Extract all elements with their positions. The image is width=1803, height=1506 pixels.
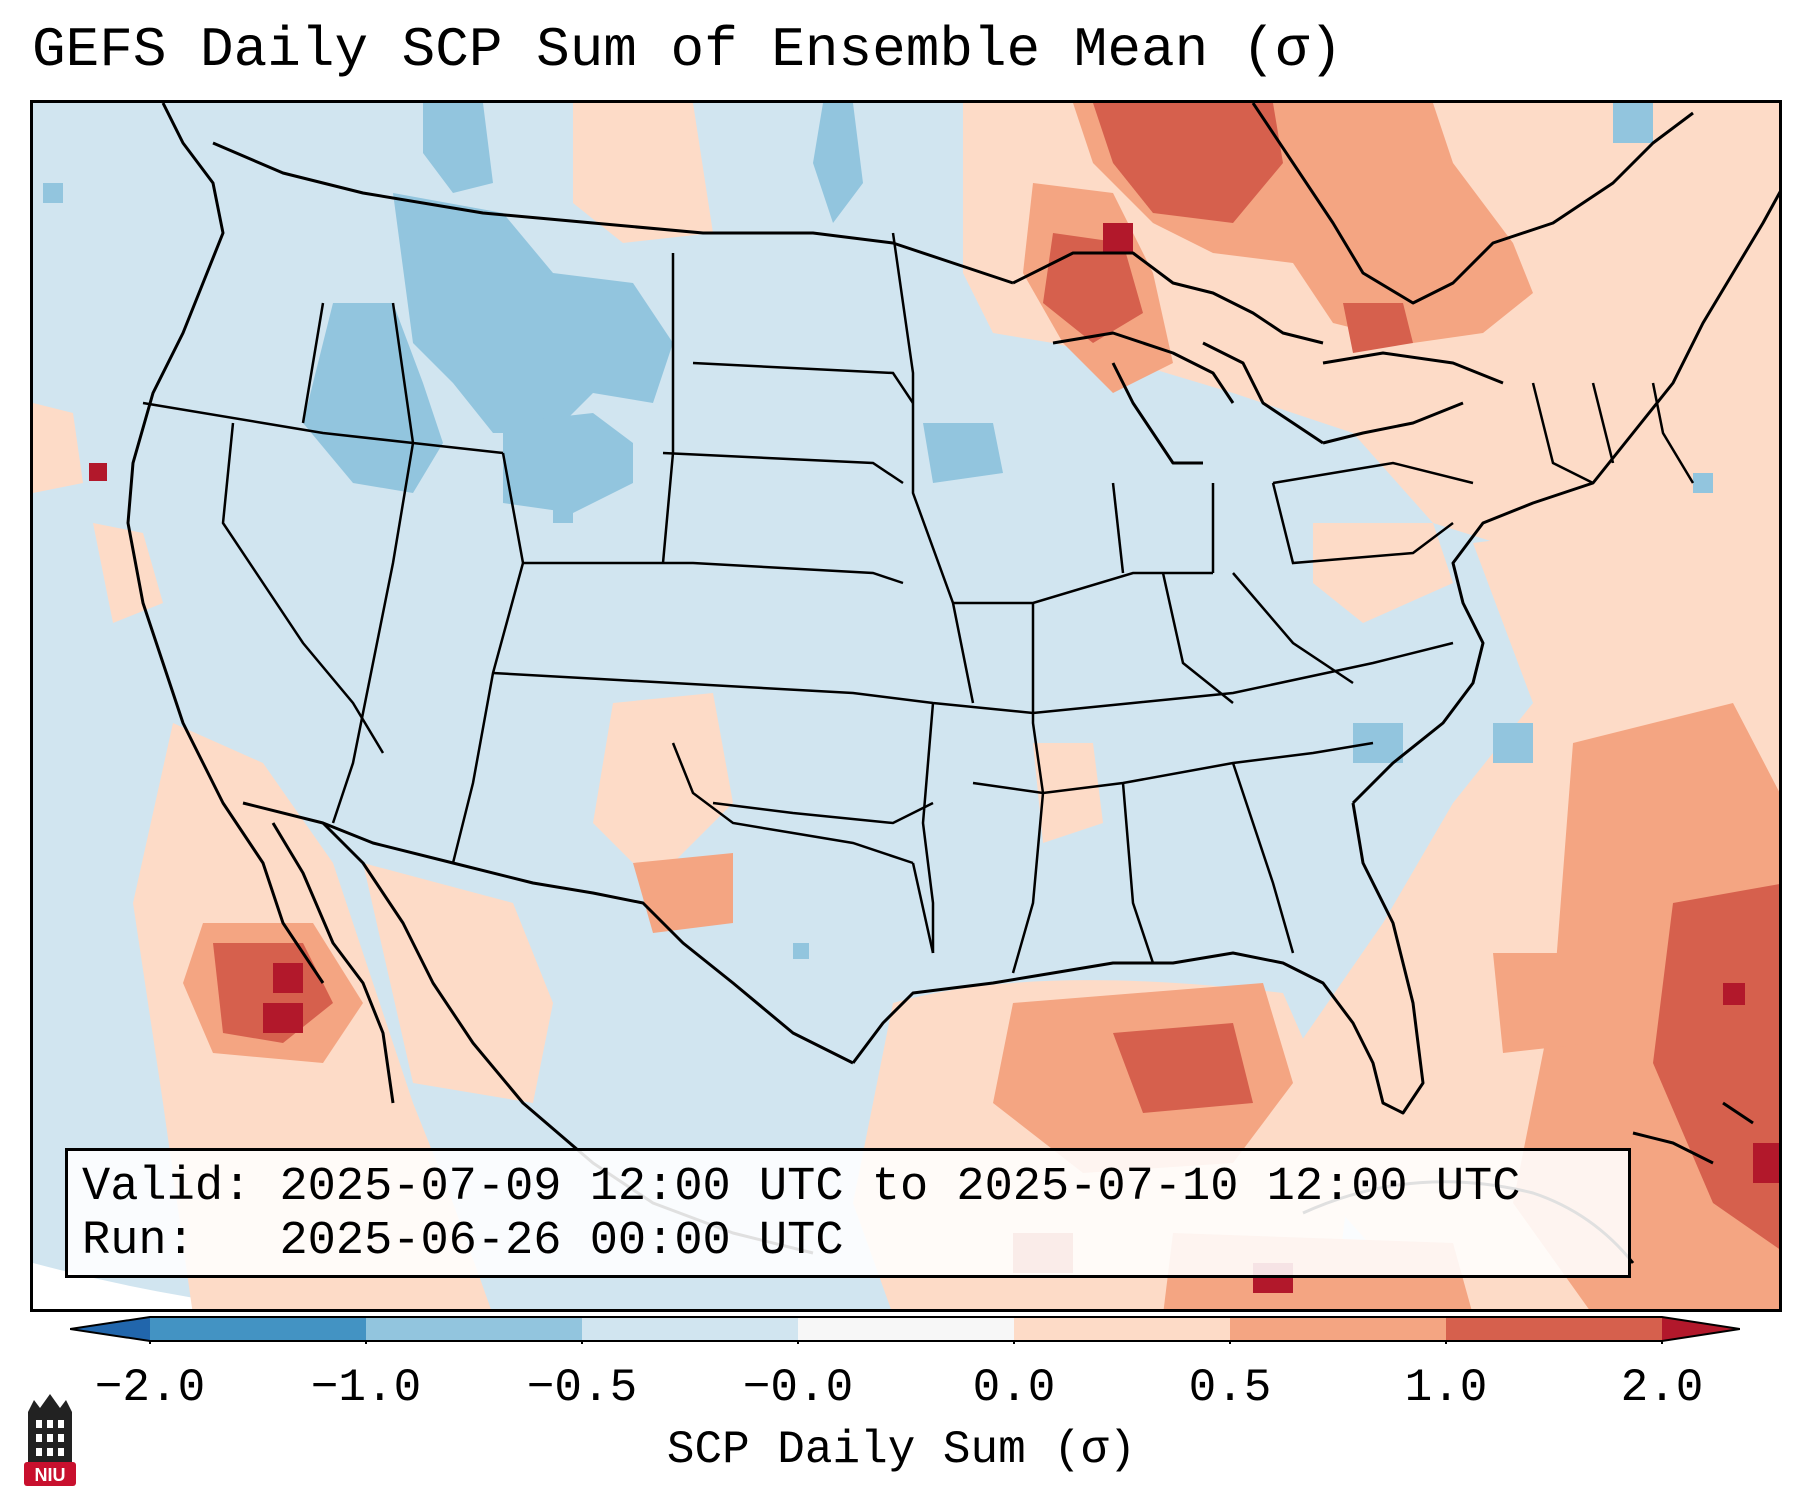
- colorbar-tick-label: 2.0: [1620, 1362, 1704, 1414]
- valid-run-info-box: Valid: 2025-07-09 12:00 UTC to 2025-07-1…: [65, 1148, 1631, 1278]
- run-label: Run:: [82, 1215, 195, 1268]
- colorbar-bin-3: [582, 1317, 798, 1341]
- colorbar-bin-2: [366, 1317, 582, 1341]
- colorbar-tick-label: 0.5: [1188, 1362, 1272, 1414]
- valid-label: Valid:: [82, 1161, 252, 1214]
- run-row: Run: 2025-06-26 00:00 UTC: [82, 1215, 1614, 1269]
- colorbar-bin-1: [150, 1317, 366, 1341]
- logo-text: NIU: [35, 1465, 66, 1485]
- colorbar: [70, 1316, 1740, 1344]
- colorbar-tick-label: 0.0: [972, 1362, 1056, 1414]
- valid-value: 2025-07-09 12:00 UTC to 2025-07-10 12:00…: [279, 1161, 1521, 1214]
- colorbar-tick-label: −0.5: [526, 1362, 638, 1414]
- scp-map: [33, 103, 1779, 1309]
- colorbar-bin-5: [1014, 1317, 1230, 1341]
- anomaly-zone-medium-negative: [43, 103, 1713, 959]
- logo-windows-icon: [36, 1420, 64, 1456]
- projection-edge-left: [33, 1263, 273, 1309]
- logo-badge: [24, 1462, 76, 1486]
- colorbar-bin-0: [70, 1317, 150, 1341]
- niu-logo: NIU: [24, 1394, 76, 1486]
- colorbar-tick-label: 1.0: [1404, 1362, 1488, 1414]
- colorbar-ticks: [149, 1341, 1663, 1344]
- colorbar-bin-7: [1446, 1317, 1662, 1341]
- state-lines: [142, 232, 1695, 974]
- map-panel: [30, 100, 1782, 1312]
- colorbar-title: SCP Daily Sum (σ): [666, 1424, 1137, 1476]
- colorbar-bin-4: [798, 1317, 1014, 1341]
- colorbar-tick-label: −0.0: [742, 1362, 854, 1414]
- colorbar-tick-label: −1.0: [310, 1362, 422, 1414]
- colorbar-tick-label: −2.0: [94, 1362, 206, 1414]
- map-title: GEFS Daily SCP Sum of Ensemble Mean (σ): [32, 18, 1343, 82]
- colorbar-bin-8: [1662, 1317, 1740, 1341]
- boundary-lines: [126, 103, 1779, 1264]
- valid-row: Valid: 2025-07-09 12:00 UTC to 2025-07-1…: [82, 1161, 1614, 1215]
- run-value: 2025-06-26 00:00 UTC: [279, 1215, 844, 1268]
- colorbar-bin-6: [1230, 1317, 1446, 1341]
